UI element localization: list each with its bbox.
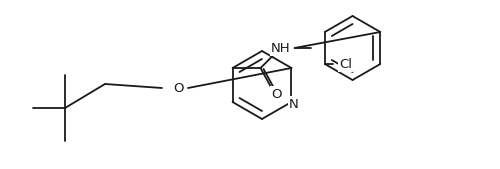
Text: Cl: Cl [339, 57, 352, 70]
Text: O: O [272, 88, 282, 101]
Text: O: O [173, 81, 183, 94]
Text: NH: NH [270, 42, 290, 54]
Text: N: N [288, 98, 298, 111]
